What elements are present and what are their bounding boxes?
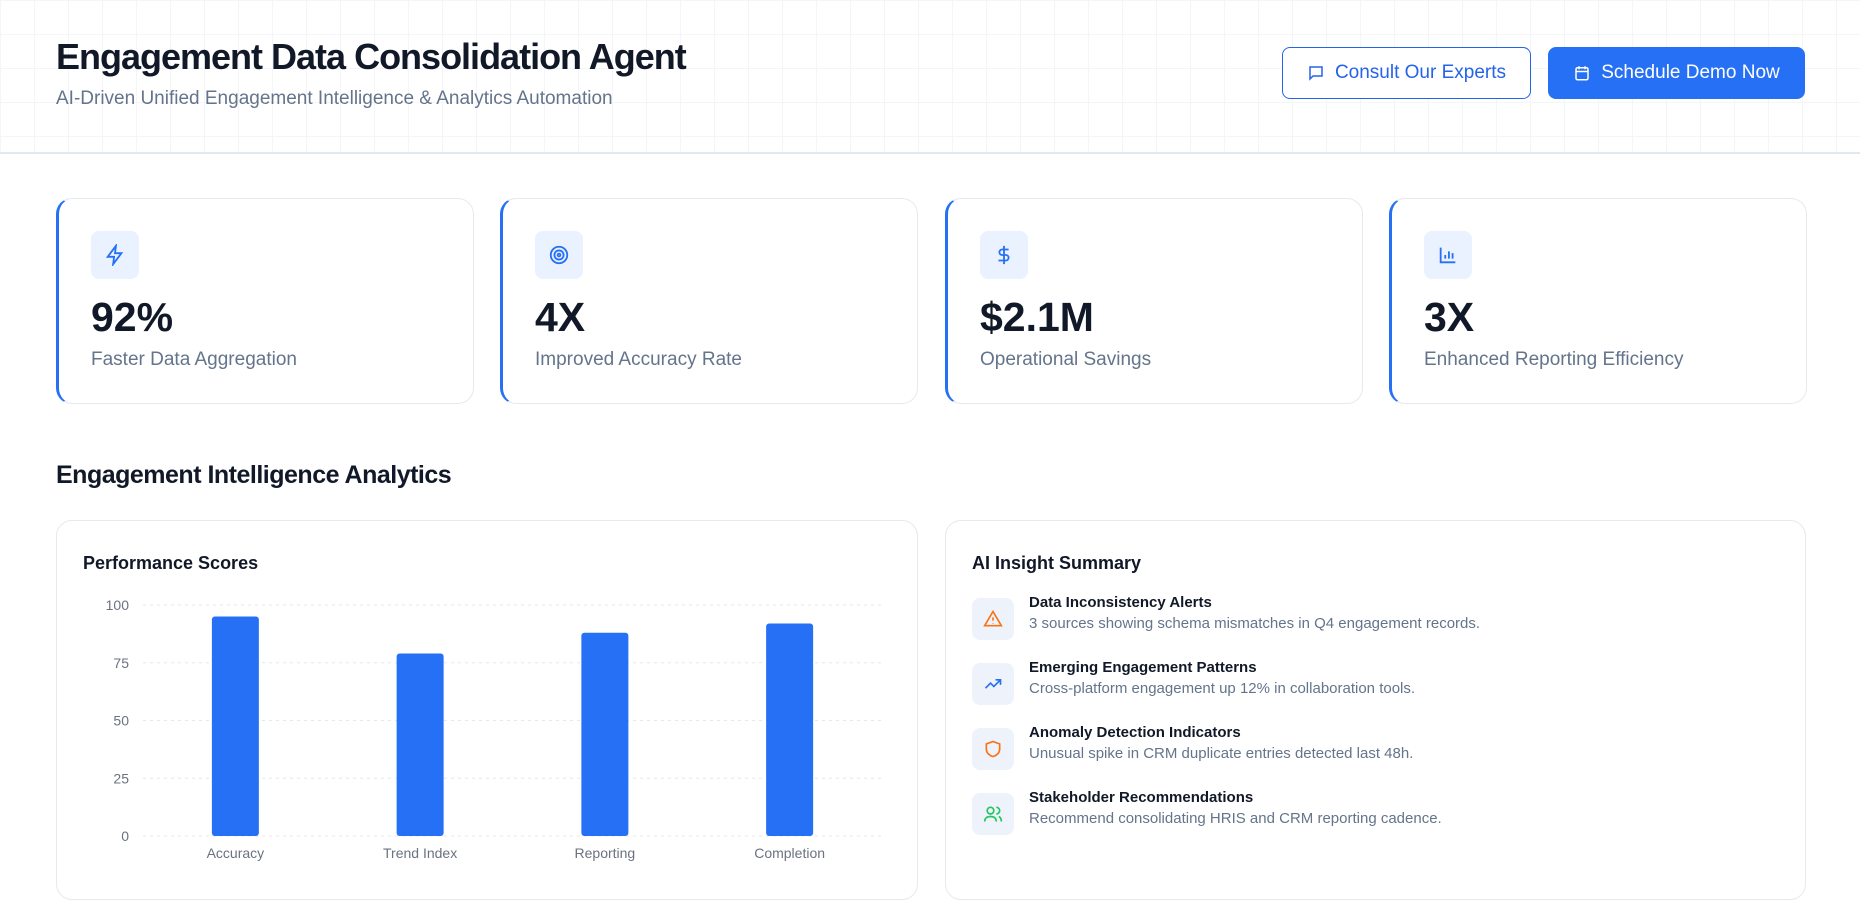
insight-item-title: Emerging Engagement Patterns xyxy=(1029,659,1257,676)
stat-value: 92% xyxy=(91,294,174,340)
stat-value: 3X xyxy=(1424,294,1475,340)
performance-chart-panel: Performance Scores 0 25 50 75 100 Accuracy Tre… xyxy=(56,520,918,900)
page-header: Engagement Data Consolidation Agent AI-D… xyxy=(0,0,1860,154)
bar-reporting xyxy=(581,632,629,836)
trending-up-icon xyxy=(972,663,1014,705)
insight-item-desc: Cross-platform engagement up 12% in coll… xyxy=(1029,680,1416,697)
y-tick-label: 100 xyxy=(106,597,130,613)
bar-completion xyxy=(766,623,814,836)
insight-item-title: Stakeholder Recommendations xyxy=(1029,789,1254,806)
bar-accuracy xyxy=(211,616,259,836)
bar-trend-index xyxy=(396,653,444,836)
consult-experts-button[interactable]: Consult Our Experts xyxy=(1282,47,1531,99)
page-title: Engagement Data Consolidation Agent xyxy=(56,36,687,77)
shield-icon xyxy=(972,728,1014,770)
stat-card: 92% Faster Data Aggregation xyxy=(56,198,474,404)
calendar-icon xyxy=(1575,66,1589,81)
y-tick-label: 0 xyxy=(121,828,129,844)
insight-item-desc: Unusual spike in CRM duplicate entries d… xyxy=(1029,745,1414,762)
x-tick-label: Trend Index xyxy=(383,845,457,861)
message-icon xyxy=(1309,66,1323,81)
users-icon xyxy=(972,793,1014,835)
insight-title: AI Insight Summary xyxy=(972,553,1142,573)
insight-item: Stakeholder Recommendations Recommend co… xyxy=(972,789,1672,843)
y-tick-label: 75 xyxy=(113,655,129,671)
stat-label: Faster Data Aggregation xyxy=(91,349,297,370)
stat-label: Operational Savings xyxy=(980,349,1152,370)
stat-card: $2.1M Operational Savings xyxy=(945,198,1363,404)
target-icon xyxy=(535,231,583,279)
stat-label: Enhanced Reporting Efficiency xyxy=(1424,349,1684,370)
stat-value: 4X xyxy=(535,294,586,340)
schedule-demo-button[interactable]: Schedule Demo Now xyxy=(1548,47,1805,99)
dollar-icon xyxy=(980,231,1028,279)
insight-item: Emerging Engagement Patterns Cross-platf… xyxy=(972,659,1672,713)
insight-item-desc: Recommend consolidating HRIS and CRM rep… xyxy=(1029,810,1442,827)
schedule-label: Schedule Demo Now xyxy=(1601,62,1780,83)
chart-title: Performance Scores xyxy=(83,553,259,573)
y-tick-label: 50 xyxy=(113,713,129,729)
stat-label: Improved Accuracy Rate xyxy=(535,349,742,370)
insight-item: Anomaly Detection Indicators Unusual spi… xyxy=(972,724,1672,778)
section-title: Engagement Intelligence Analytics xyxy=(56,461,452,489)
consult-label: Consult Our Experts xyxy=(1334,62,1507,83)
stat-card: 3X Enhanced Reporting Efficiency xyxy=(1389,198,1807,404)
warning-icon xyxy=(972,598,1014,640)
ai-insight-panel: AI Insight Summary Data Inconsistency Al… xyxy=(945,520,1806,900)
insight-item-desc: 3 sources showing schema mismatches in Q… xyxy=(1029,615,1481,632)
stat-card: 4X Improved Accuracy Rate xyxy=(500,198,918,404)
x-tick-label: Completion xyxy=(754,845,825,861)
bar-chart-icon xyxy=(1424,231,1472,279)
insight-item: Data Inconsistency Alerts 3 sources show… xyxy=(972,594,1672,648)
page-subtitle: AI-Driven Unified Engagement Intelligenc… xyxy=(56,88,613,109)
x-tick-label: Reporting xyxy=(575,845,636,861)
performance-bar-chart: 0 25 50 75 100 Accuracy Trend Index Reporting Co… xyxy=(106,597,882,861)
insight-item-title: Anomaly Detection Indicators xyxy=(1029,724,1241,741)
y-tick-label: 25 xyxy=(113,770,129,786)
x-tick-label: Accuracy xyxy=(207,845,265,861)
stat-value: $2.1M xyxy=(980,294,1094,340)
insight-item-title: Data Inconsistency Alerts xyxy=(1029,594,1212,611)
lightning-icon xyxy=(91,231,139,279)
